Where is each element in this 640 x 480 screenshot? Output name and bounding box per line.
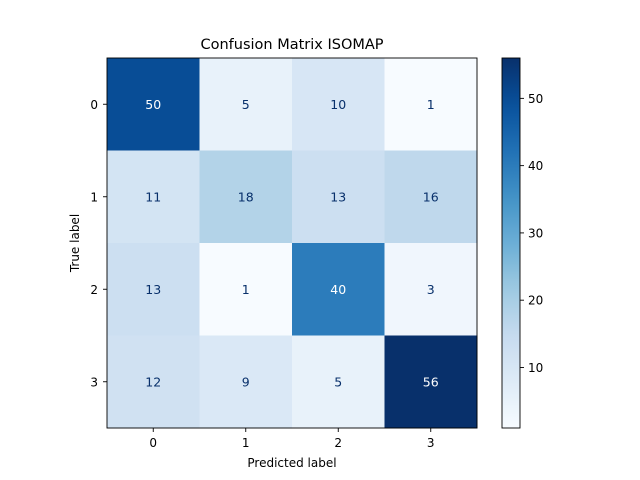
cell-value-label: 18 [238,189,254,204]
plot-frame [106,57,478,429]
heatmap-cell [384,58,478,151]
cell-value-label: 1 [242,282,250,297]
x-tick-label: 1 [242,436,250,450]
x-tick-label: 2 [334,436,342,450]
heatmap-cell [199,58,293,151]
heatmap-cell [384,243,478,336]
colorbar-tick-label: 50 [528,92,543,106]
heatmap-cell [292,58,385,151]
heatmap-cell [384,150,478,244]
cell-value-label: 3 [427,282,435,297]
cell-value-label: 40 [330,282,346,297]
heatmap-cell [107,243,200,336]
y-tick-label: 2 [90,283,98,297]
heatmap-cell [292,150,385,244]
x-axis-label: Predicted label [247,456,336,470]
cell-value-label: 50 [145,97,161,112]
heatmap-cells [107,58,478,429]
heatmap-cell [199,335,293,429]
x-tick-label: 3 [427,436,435,450]
cell-value-label: 11 [145,189,161,204]
cell-value-label: 16 [423,189,439,204]
heatmap-cell [199,243,293,336]
heatmap-cell [107,335,200,429]
cell-value-label: 10 [330,97,346,112]
colorbar-tick-label: 40 [528,159,543,173]
heatmap-cell [292,243,385,336]
x-tick-label: 0 [149,436,157,450]
cell-value-label: 12 [145,374,161,389]
colorbar-tick-label: 30 [528,226,543,240]
cell-value-label: 13 [145,282,161,297]
cell-value-label: 5 [242,97,250,112]
colorbar [501,57,521,429]
heatmap-cell [107,150,200,244]
y-tick-label: 1 [90,190,98,204]
y-tick-label: 0 [90,98,98,112]
heatmap-cell [384,335,478,429]
cell-value-label: 9 [242,374,250,389]
y-tick-label: 3 [90,375,98,389]
heatmap-cell [107,58,200,151]
heatmap-cell [292,335,385,429]
cell-value-label: 56 [423,374,439,389]
heatmap-cell [199,150,293,244]
colorbar-tick-label: 10 [528,361,543,375]
colorbar-ticks: 10 20 30 40 50 [520,92,543,375]
cell-value-label: 1 [427,97,435,112]
cell-value-label: 13 [330,189,346,204]
x-axis-ticks: 0 1 2 3 [149,428,435,450]
y-axis-label: True label [68,214,82,273]
chart-title: Confusion Matrix ISOMAP [200,37,383,53]
cell-value-label: 5 [334,374,342,389]
y-axis-ticks: 0 1 2 3 [90,98,107,389]
colorbar-tick-label: 20 [528,294,543,308]
